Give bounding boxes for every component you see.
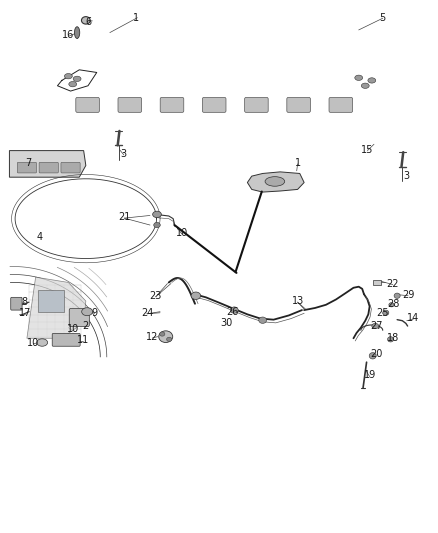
Ellipse shape: [159, 331, 173, 343]
Text: 10: 10: [176, 228, 188, 238]
Ellipse shape: [394, 293, 400, 298]
Text: 10: 10: [67, 324, 79, 334]
Ellipse shape: [64, 74, 72, 79]
Text: 1: 1: [133, 13, 139, 23]
Text: 11: 11: [77, 335, 89, 345]
Ellipse shape: [81, 308, 92, 316]
Ellipse shape: [368, 78, 376, 83]
Polygon shape: [27, 277, 86, 338]
FancyBboxPatch shape: [17, 163, 36, 173]
Ellipse shape: [73, 76, 81, 82]
FancyBboxPatch shape: [52, 334, 80, 346]
Ellipse shape: [259, 317, 267, 324]
Ellipse shape: [389, 303, 394, 307]
Ellipse shape: [361, 83, 369, 88]
Text: 26: 26: [226, 306, 238, 317]
Text: 7: 7: [25, 158, 32, 168]
Ellipse shape: [154, 222, 160, 228]
Text: 25: 25: [377, 308, 389, 318]
Ellipse shape: [388, 337, 394, 342]
Text: 24: 24: [141, 308, 153, 318]
FancyBboxPatch shape: [61, 163, 80, 173]
Ellipse shape: [355, 75, 363, 80]
Text: 5: 5: [380, 13, 386, 23]
Polygon shape: [247, 172, 304, 192]
FancyBboxPatch shape: [11, 297, 22, 310]
Text: 8: 8: [21, 296, 28, 306]
Text: 13: 13: [291, 296, 304, 306]
Ellipse shape: [383, 310, 389, 316]
Text: 9: 9: [92, 308, 98, 318]
Text: 30: 30: [221, 318, 233, 328]
Text: 29: 29: [402, 289, 414, 300]
Text: 27: 27: [370, 321, 382, 331]
Text: 21: 21: [118, 212, 131, 222]
FancyBboxPatch shape: [160, 98, 184, 112]
Polygon shape: [10, 151, 86, 177]
FancyBboxPatch shape: [287, 98, 311, 112]
Text: 19: 19: [364, 370, 376, 381]
Text: 4: 4: [37, 232, 43, 243]
Ellipse shape: [265, 176, 285, 186]
Text: 3: 3: [121, 149, 127, 159]
Ellipse shape: [74, 27, 80, 38]
Text: 17: 17: [18, 308, 31, 318]
Text: 14: 14: [407, 313, 420, 323]
Ellipse shape: [369, 353, 376, 359]
FancyBboxPatch shape: [69, 309, 89, 327]
Text: 16: 16: [62, 30, 74, 41]
Text: 2: 2: [83, 321, 89, 331]
FancyBboxPatch shape: [39, 163, 58, 173]
Text: 22: 22: [386, 279, 399, 288]
Ellipse shape: [69, 82, 77, 87]
Text: 23: 23: [149, 290, 162, 301]
FancyBboxPatch shape: [244, 98, 268, 112]
Ellipse shape: [152, 211, 161, 217]
Text: 20: 20: [370, 349, 382, 359]
Ellipse shape: [372, 324, 379, 329]
Text: 18: 18: [387, 333, 399, 343]
Text: 10: 10: [27, 337, 39, 348]
Polygon shape: [38, 290, 64, 312]
Text: 12: 12: [146, 332, 159, 342]
FancyBboxPatch shape: [329, 98, 353, 112]
Ellipse shape: [166, 337, 172, 342]
Text: 3: 3: [404, 171, 410, 181]
FancyBboxPatch shape: [202, 98, 226, 112]
FancyBboxPatch shape: [76, 98, 99, 112]
Ellipse shape: [81, 17, 90, 24]
Text: 28: 28: [388, 298, 400, 309]
Ellipse shape: [230, 307, 238, 313]
Text: 6: 6: [85, 17, 91, 27]
Ellipse shape: [37, 339, 48, 346]
Polygon shape: [373, 280, 381, 285]
FancyBboxPatch shape: [118, 98, 141, 112]
Text: 1: 1: [294, 158, 300, 168]
Ellipse shape: [159, 332, 165, 336]
Text: 15: 15: [361, 144, 374, 155]
Ellipse shape: [191, 292, 201, 300]
